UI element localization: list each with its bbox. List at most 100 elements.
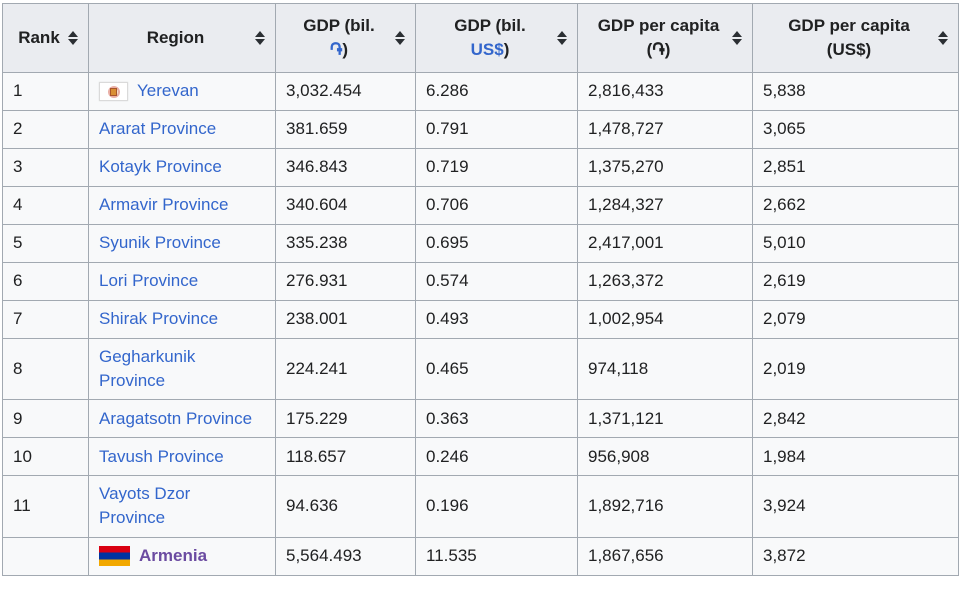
region-cell: Armavir Province — [88, 186, 276, 225]
region-cell: Yerevan — [88, 72, 276, 111]
table-row: 3 Kotayk Province 346.843 0.719 1,375,270 2,8… — [2, 148, 959, 187]
header-text: GDP per capita — [788, 15, 910, 35]
sort-icon[interactable] — [255, 31, 265, 45]
sort-up-arrow — [938, 31, 948, 37]
sort-icon[interactable] — [938, 31, 948, 45]
rank-cell: 6 — [2, 262, 89, 301]
column-header-gdp-per-capita-usd[interactable]: GDP per capita (US$) — [752, 3, 959, 73]
column-header-inner: GDP per capita (֏) — [588, 14, 742, 62]
region-cell-inner: Yerevan — [99, 79, 265, 103]
rank-cell: 8 — [2, 337, 89, 401]
gdp-per-capita-usd-cell: 3,924 — [752, 475, 959, 538]
region-link[interactable]: Lori Province — [99, 271, 199, 291]
header-text: GDP (bil. — [303, 15, 375, 35]
region-link[interactable]: Vayots Dzor Province — [99, 484, 191, 528]
gdp-dram-unit-link[interactable]: ֏ — [329, 40, 343, 59]
table-row: 1 Yerevan 3,032.454 6.286 2,816,433 5,838 — [2, 72, 959, 111]
gdp-usd-cell: 11.535 — [415, 536, 578, 576]
table-row: 5 Syunik Province 335.238 0.695 2,417,001 5,0… — [2, 224, 959, 263]
header-text: Region — [146, 27, 205, 47]
region-link[interactable]: Kotayk Province — [99, 157, 222, 177]
column-header-gdp-per-capita-dram[interactable]: GDP per capita (֏) — [577, 3, 753, 73]
region-cell: Kotayk Province — [88, 148, 276, 187]
region-cell: Armenia — [88, 536, 276, 576]
region-cell-inner: Aragatsotn Province — [99, 407, 265, 431]
table-row: 2 Ararat Province 381.659 0.791 1,478,727 3,0… — [2, 110, 959, 149]
region-link[interactable]: Armavir Province — [99, 195, 229, 215]
region-cell: Ararat Province — [88, 110, 276, 149]
sort-up-arrow — [557, 31, 567, 37]
region-cell-inner: Armenia — [99, 544, 265, 568]
yerevan-emblem-icon — [107, 85, 120, 98]
gdp-per-capita-usd-cell: 3,872 — [752, 536, 959, 576]
region-cell-inner: Syunik Province — [99, 231, 265, 255]
region-link[interactable]: Syunik Province — [99, 233, 221, 253]
column-header-label: Rank — [13, 26, 65, 50]
gdp-per-capita-usd-cell: 3,065 — [752, 110, 959, 149]
gdp-usd-cell: 0.574 — [415, 262, 578, 301]
rank-cell: 7 — [2, 300, 89, 339]
column-header-gdp-dram[interactable]: GDP (bil. ֏) — [275, 3, 416, 73]
gdp-per-capita-dram-cell: 2,417,001 — [577, 224, 753, 263]
gdp-dram-cell: 335.238 — [275, 224, 416, 263]
region-link[interactable]: Armenia — [139, 545, 208, 565]
region-link[interactable]: Aragatsotn Province — [99, 408, 253, 428]
gdp-dram-cell: 3,032.454 — [275, 72, 416, 111]
gdp-per-capita-usd-cell: 2,842 — [752, 399, 959, 439]
region-cell-inner: Lori Province — [99, 269, 265, 293]
rank-cell: 11 — [2, 475, 89, 538]
region-link[interactable]: Ararat Province — [99, 119, 217, 139]
region-link[interactable]: Shirak Province — [99, 309, 219, 329]
page: Rank Region GDP (bil. ֏) GDP (bil. US$) GDP pe… — [2, 3, 959, 576]
region-cell: Lori Province — [88, 262, 276, 301]
yerevan-flag-icon[interactable] — [99, 82, 128, 101]
gdp-dram-cell: 238.001 — [275, 300, 416, 339]
column-header-region[interactable]: Region — [88, 3, 276, 73]
sort-icon[interactable] — [732, 31, 742, 45]
gdp-per-capita-dram-cell: 1,284,327 — [577, 186, 753, 225]
sort-icon[interactable] — [557, 31, 567, 45]
sort-up-arrow — [732, 31, 742, 37]
gdp-per-capita-dram-cell: 1,867,656 — [577, 536, 753, 576]
gdp-usd-cell: 0.706 — [415, 186, 578, 225]
sort-icon[interactable] — [68, 31, 78, 45]
column-header-inner: GDP (bil. ֏) — [286, 14, 405, 62]
gdp-dram-cell: 175.229 — [275, 399, 416, 439]
column-header-inner: GDP (bil. US$) — [426, 14, 567, 62]
gdp-dram-cell: 5,564.493 — [275, 536, 416, 576]
rank-cell: 3 — [2, 148, 89, 187]
column-header-inner: Rank — [13, 26, 78, 50]
gdp-per-capita-dram-cell: 1,371,121 — [577, 399, 753, 439]
column-header-inner: GDP per capita (US$) — [763, 14, 948, 62]
region-cell-inner: Kotayk Province — [99, 155, 265, 179]
column-header-gdp-usd[interactable]: GDP (bil. US$) — [415, 3, 578, 73]
region-cell: Gegharkunik Province — [88, 337, 276, 401]
table-row: 4 Armavir Province 340.604 0.706 1,284,327 2,… — [2, 186, 959, 225]
gdp-dram-cell: 346.843 — [275, 148, 416, 187]
armenia-flag-icon[interactable] — [99, 546, 130, 566]
sort-icon[interactable] — [395, 31, 405, 45]
column-header-label: GDP per capita (US$) — [763, 14, 935, 62]
gdp-usd-cell: 0.719 — [415, 148, 578, 187]
column-header-label: GDP (bil. US$) — [426, 14, 554, 62]
gdp-usd-cell: 0.493 — [415, 300, 578, 339]
region-link[interactable]: Gegharkunik Province — [99, 347, 196, 391]
table-row: Armenia 5,564.493 11.535 1,867,656 3,872 — [2, 536, 959, 576]
column-header-rank[interactable]: Rank — [2, 3, 89, 73]
gdp-per-capita-dram-cell: 2,816,433 — [577, 72, 753, 111]
gdp-usd-unit-link[interactable]: US$ — [470, 40, 504, 59]
gdp-per-capita-usd-cell: 2,662 — [752, 186, 959, 225]
gdp-per-capita-usd-cell: 2,079 — [752, 300, 959, 339]
region-link[interactable]: Yerevan — [137, 81, 199, 101]
sort-up-arrow — [255, 31, 265, 37]
region-cell: Tavush Province — [88, 437, 276, 477]
header-text: (US$) — [826, 40, 872, 59]
header-text: ) — [342, 40, 349, 59]
sort-down-arrow — [255, 39, 265, 45]
gdp-usd-cell: 0.196 — [415, 475, 578, 538]
column-header-label: Region — [99, 26, 252, 50]
gdp-dram-cell: 118.657 — [275, 437, 416, 477]
rank-cell: 9 — [2, 399, 89, 439]
gdp-per-capita-dram-cell: 1,002,954 — [577, 300, 753, 339]
region-link[interactable]: Tavush Province — [99, 446, 224, 466]
